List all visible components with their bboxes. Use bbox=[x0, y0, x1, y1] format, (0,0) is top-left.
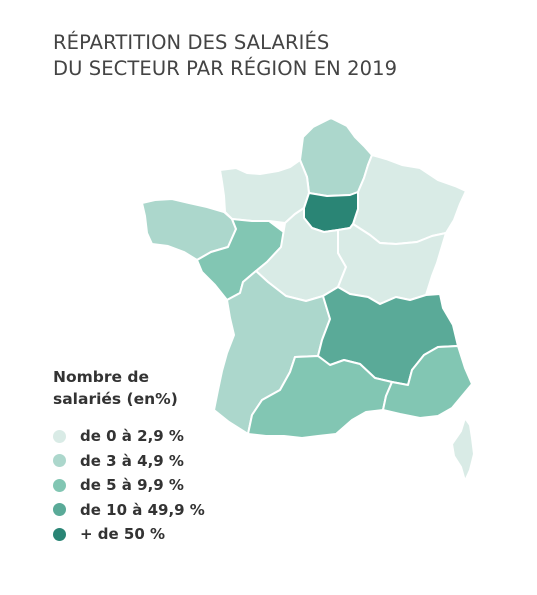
legend-item: de 5 à 9,9 % bbox=[53, 473, 205, 498]
legend-label: de 3 à 4,9 % bbox=[80, 451, 184, 470]
legend-swatch-circle bbox=[53, 527, 66, 541]
legend-label: + de 50 % bbox=[80, 525, 166, 544]
legend-label: de 5 à 9,9 % bbox=[80, 476, 184, 495]
region-corse bbox=[451, 417, 475, 482]
legend-swatch-circle bbox=[53, 503, 66, 517]
legend-item: + de 50 % bbox=[53, 522, 205, 547]
legend-title-line-2: salariés (en%) bbox=[53, 390, 178, 408]
chart-title: RÉPARTITION DES SALARIÉS DU SECTEUR PAR … bbox=[53, 30, 397, 82]
legend-item: de 0 à 2,9 % bbox=[53, 424, 205, 449]
legend-title-line-1: Nombre de bbox=[53, 368, 150, 386]
legend-label: de 0 à 2,9 % bbox=[80, 427, 184, 446]
region-ile-de-france bbox=[303, 191, 359, 233]
legend-label: de 10 à 49,9 % bbox=[80, 500, 205, 519]
title-line-1: RÉPARTITION DES SALARIÉS bbox=[53, 31, 330, 54]
legend-item: de 3 à 4,9 % bbox=[53, 449, 205, 474]
legend-swatch-circle bbox=[53, 454, 66, 468]
legend-title: Nombre de salariés (en%) bbox=[53, 366, 205, 410]
legend-swatch-circle bbox=[53, 478, 66, 492]
legend-list: de 0 à 2,9 % de 3 à 4,9 % de 5 à 9,9 % d… bbox=[53, 424, 205, 547]
region-occitanie bbox=[247, 355, 393, 439]
title-line-2: DU SECTEUR PAR RÉGION EN 2019 bbox=[53, 57, 398, 80]
legend-item: de 10 à 49,9 % bbox=[53, 498, 205, 523]
legend-swatch-circle bbox=[53, 429, 66, 443]
map-legend: Nombre de salariés (en%) de 0 à 2,9 % de… bbox=[53, 366, 205, 547]
region-provence-alpes-cote-d-azur bbox=[382, 345, 473, 419]
region-grand-est bbox=[352, 154, 467, 245]
